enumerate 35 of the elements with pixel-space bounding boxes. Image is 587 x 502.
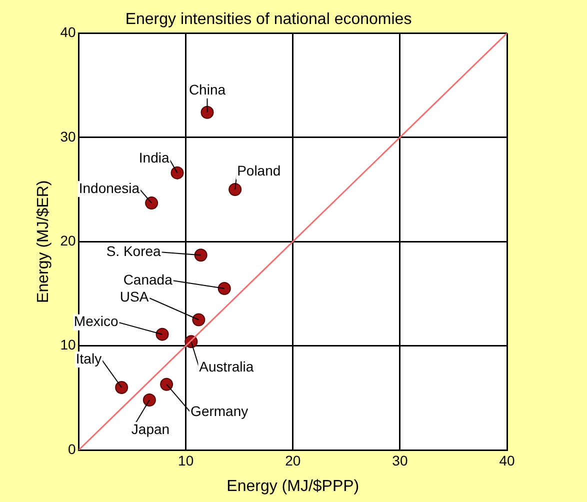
y-tick-label: 30 [60,128,76,144]
y-tick-label: 20 [60,232,76,248]
annotation: Poland [237,162,281,178]
annotation: Japan [131,420,170,437]
chart-title: Energy intensities of national economies [125,11,412,28]
point [228,183,242,196]
annotation: India [138,150,170,166]
x-tick-label: 10 [178,452,194,468]
annotation: Australia [199,358,254,374]
y-tick-label: 10 [60,336,76,353]
annotation: Mexico [74,313,118,330]
x-tick-label: 40 [499,452,515,468]
x-tick-label: 30 [392,452,408,468]
y-axis-title: Energy (MJ/$ER) [35,180,52,303]
x-tick-label: 20 [285,452,301,468]
point [200,106,214,119]
point [145,196,158,210]
y-tick-label: 0 [68,440,76,457]
annotation: Germany [190,403,248,420]
x-axis-title: Energy (MJ/$PPP) [226,478,360,495]
annotation: USA [120,288,150,305]
point [194,248,208,262]
annotation: Indonesia [78,180,140,196]
annotation: Canada [123,271,173,288]
y-tick-label: 40 [60,24,76,40]
point [142,393,156,406]
point [160,378,174,391]
point [115,380,128,394]
point [218,282,231,295]
annotation: Italy [76,350,102,366]
annotation: S. Korea [106,243,162,260]
point [170,166,184,180]
point [156,328,169,341]
annotation: China [188,81,226,98]
point [192,313,206,326]
